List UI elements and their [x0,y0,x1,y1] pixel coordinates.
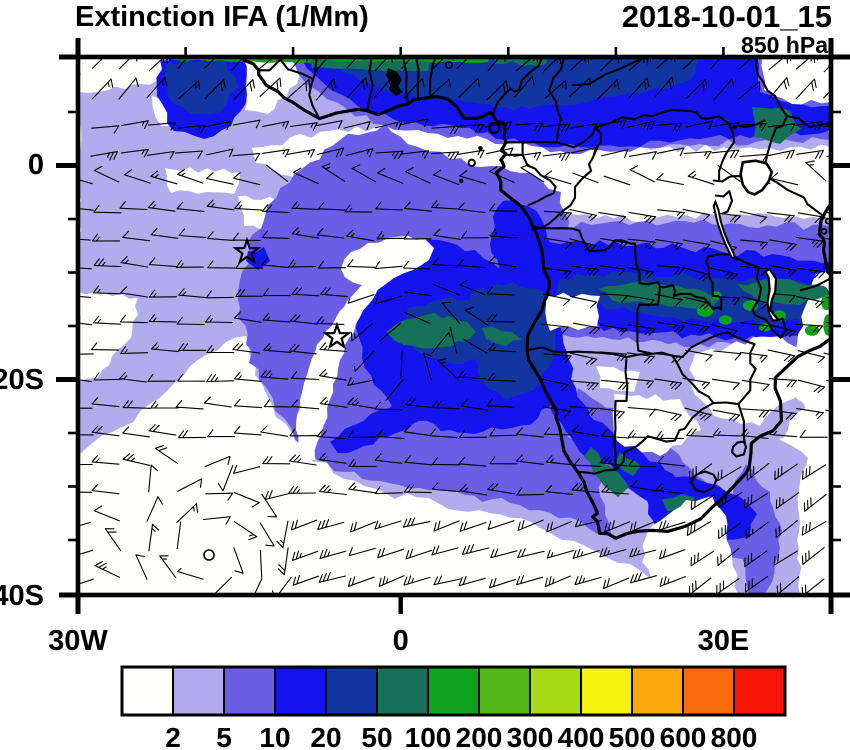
svg-text:100: 100 [405,722,452,750]
svg-text:2: 2 [165,722,181,750]
svg-text:0: 0 [28,149,44,181]
svg-text:500: 500 [609,722,656,750]
svg-text:400: 400 [558,722,605,750]
svg-text:300: 300 [507,722,554,750]
svg-text:20: 20 [310,722,341,750]
svg-text:30E: 30E [698,625,750,657]
svg-text:10: 10 [259,722,290,750]
svg-text:200: 200 [456,722,503,750]
svg-text:20S: 20S [0,364,44,396]
svg-text:30W: 30W [48,625,108,657]
svg-text:600: 600 [660,722,707,750]
svg-text:50: 50 [361,722,392,750]
svg-text:5: 5 [216,722,232,750]
svg-text:Extinction IFA (1/Mm): Extinction IFA (1/Mm) [75,1,369,33]
svg-text:0: 0 [393,625,409,657]
svg-text:40S: 40S [0,580,44,612]
svg-text:850 hPa: 850 hPa [741,32,828,58]
svg-text:2018-10-01_15: 2018-10-01_15 [622,0,832,34]
svg-text:800: 800 [711,722,758,750]
